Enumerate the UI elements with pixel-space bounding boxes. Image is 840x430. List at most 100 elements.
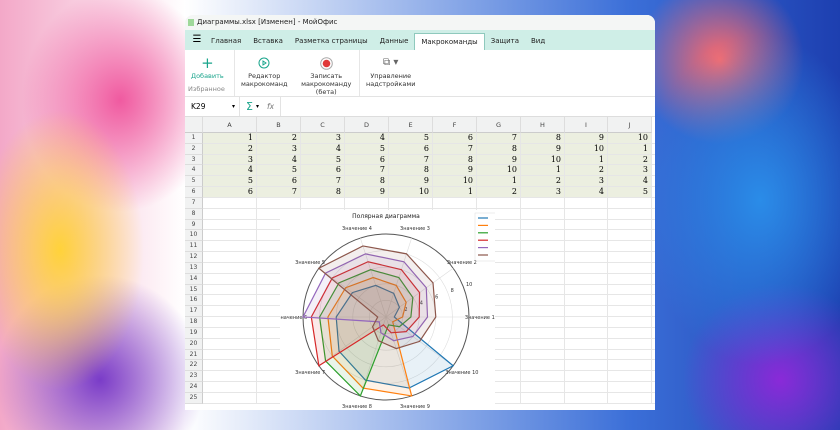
cell[interactable]: 9 [433, 165, 477, 177]
cell[interactable]: 10 [433, 176, 477, 188]
cell[interactable]: 7 [433, 143, 477, 155]
cell[interactable]: 6 [203, 187, 257, 198]
cell[interactable]: 10 [608, 133, 652, 144]
cell[interactable] [652, 393, 655, 404]
cell[interactable] [521, 241, 565, 253]
cell[interactable] [203, 306, 257, 318]
cell[interactable] [203, 360, 257, 372]
cell[interactable]: 4 [301, 143, 345, 155]
cell[interactable]: 2 [477, 187, 521, 198]
function-icon[interactable]: fx [266, 102, 275, 111]
cell[interactable] [521, 392, 565, 404]
row-header[interactable]: 6 [185, 187, 203, 198]
cell[interactable] [477, 219, 521, 231]
cell[interactable]: 4 [345, 133, 389, 144]
cell[interactable] [203, 208, 257, 220]
cell[interactable] [203, 392, 257, 404]
row-header[interactable]: 2 [185, 143, 203, 155]
cell[interactable] [652, 263, 655, 274]
cell[interactable]: 7 [477, 133, 521, 144]
cell[interactable] [565, 349, 608, 361]
row-header[interactable]: 9 [185, 219, 203, 231]
cell[interactable] [608, 230, 652, 242]
cell[interactable] [608, 241, 652, 253]
cell[interactable] [203, 230, 257, 242]
cell[interactable]: 7 [389, 154, 433, 166]
cell[interactable] [301, 197, 345, 209]
cell[interactable] [203, 219, 257, 231]
cell[interactable] [521, 219, 565, 231]
cell[interactable]: 4 [257, 154, 301, 166]
cell[interactable] [608, 349, 652, 361]
row-header[interactable]: 3 [185, 154, 203, 166]
sum-dropdown-icon[interactable]: ▾ [255, 103, 259, 110]
cell[interactable]: 7 [257, 187, 301, 198]
cell[interactable] [608, 306, 652, 318]
cell[interactable] [608, 252, 652, 263]
cell[interactable]: 3 [257, 143, 301, 155]
cell[interactable] [521, 284, 565, 296]
cell[interactable] [521, 197, 565, 209]
cell[interactable]: 6 [433, 133, 477, 144]
cell[interactable] [203, 273, 257, 285]
cell[interactable] [203, 338, 257, 350]
cell[interactable]: 1 [477, 176, 521, 188]
select-all-corner[interactable] [185, 117, 203, 133]
row-header[interactable]: 25 [185, 392, 203, 404]
cell[interactable] [565, 382, 608, 393]
cell[interactable]: 1 [608, 143, 652, 155]
cell[interactable] [652, 371, 655, 383]
cell[interactable]: 1 [433, 187, 477, 198]
cell[interactable] [477, 273, 521, 285]
cell[interactable] [477, 295, 521, 307]
cell[interactable] [203, 241, 257, 253]
cell[interactable]: 2 [257, 133, 301, 144]
row-header[interactable]: 10 [185, 230, 203, 242]
row-header[interactable]: 8 [185, 208, 203, 220]
cell[interactable] [477, 349, 521, 361]
row-header[interactable]: 7 [185, 197, 203, 209]
cell[interactable] [477, 252, 521, 263]
cell[interactable] [345, 197, 389, 209]
column-header[interactable]: H [521, 117, 565, 133]
cell[interactable]: 7 [345, 165, 389, 177]
cell[interactable] [477, 306, 521, 318]
cell[interactable] [652, 382, 655, 393]
cell[interactable] [608, 295, 652, 307]
cell[interactable] [521, 295, 565, 307]
cell[interactable] [608, 338, 652, 350]
cell[interactable] [521, 349, 565, 361]
cell[interactable] [521, 208, 565, 220]
cell[interactable] [203, 371, 257, 383]
cell[interactable] [565, 230, 608, 242]
cell[interactable]: 8 [345, 176, 389, 188]
row-header[interactable]: 16 [185, 295, 203, 307]
row-header[interactable]: 22 [185, 360, 203, 372]
cell[interactable] [521, 317, 565, 328]
cell[interactable] [521, 327, 565, 339]
cell[interactable] [608, 219, 652, 231]
cell[interactable] [608, 262, 652, 274]
cell[interactable] [608, 317, 652, 328]
row-header[interactable]: 11 [185, 241, 203, 253]
cell[interactable] [652, 360, 655, 372]
cell[interactable] [477, 230, 521, 242]
column-header[interactable]: C [301, 117, 345, 133]
cell[interactable] [652, 133, 655, 144]
chevron-down-icon[interactable]: ▾ [231, 103, 235, 110]
cell[interactable]: 8 [301, 187, 345, 198]
cell[interactable] [565, 273, 608, 285]
cell[interactable]: 9 [389, 176, 433, 188]
cell[interactable] [477, 338, 521, 350]
cell[interactable] [203, 317, 257, 328]
column-header[interactable]: D [345, 117, 389, 133]
cell[interactable]: 9 [477, 154, 521, 166]
cell[interactable] [389, 197, 433, 209]
cell[interactable] [608, 197, 652, 209]
cell[interactable]: 6 [389, 143, 433, 155]
cell[interactable] [652, 187, 655, 198]
cell[interactable] [565, 197, 608, 209]
cell[interactable] [652, 155, 655, 166]
row-header[interactable]: 19 [185, 327, 203, 339]
cell[interactable]: 5 [203, 176, 257, 188]
